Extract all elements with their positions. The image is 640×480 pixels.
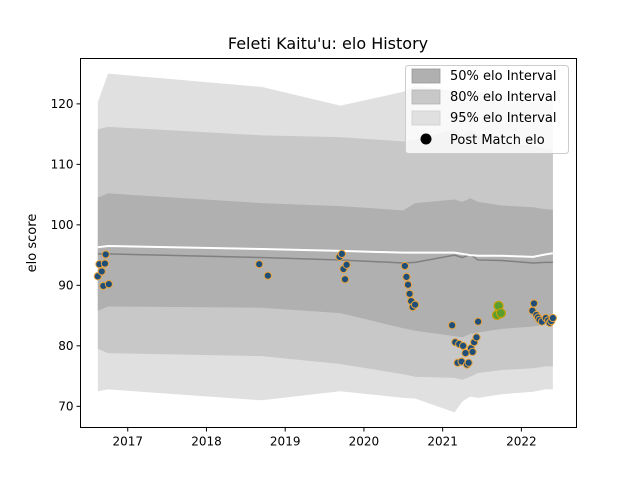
- legend-label-50: 50% elo Interval: [450, 69, 557, 84]
- legend-frame: [405, 65, 569, 154]
- post-match-point: [340, 275, 350, 284]
- y-tick-label: 110: [51, 157, 74, 171]
- post-match-point: [97, 267, 106, 276]
- y-axis: 70 80 90 100 110 120: [51, 97, 81, 413]
- post-match-point: [104, 280, 113, 289]
- post-match-point: [263, 271, 272, 280]
- elo-lines: [97, 245, 554, 264]
- chart-title: Feleti Kaitu'u: elo History: [228, 34, 428, 53]
- post-match-points: [93, 249, 557, 369]
- post-match-point: [100, 259, 110, 268]
- post-match-point: [448, 321, 457, 330]
- post-match-point: [529, 299, 539, 308]
- post-match-point: [402, 272, 411, 281]
- post-match-point: [473, 317, 483, 326]
- y-tick-label: 100: [51, 218, 74, 232]
- x-axis: 2017 2018 2019 2020 2021 2022: [112, 427, 537, 449]
- legend-label-95: 95% elo Interval: [450, 111, 557, 126]
- band-50: [97, 193, 553, 338]
- legend-label-80: 80% elo Interval: [450, 90, 557, 105]
- legend-marker-post-match: [420, 133, 432, 145]
- post-match-point: [411, 300, 420, 309]
- legend-swatch-50: [411, 68, 441, 84]
- x-tick-label: 2018: [191, 435, 222, 449]
- y-tick-label: 80: [58, 339, 73, 353]
- y-tick-label: 120: [51, 97, 74, 111]
- interval-bands: [97, 73, 553, 413]
- post-match-point: [342, 260, 351, 269]
- post-match-point: [468, 347, 477, 356]
- post-match-point: [101, 250, 110, 259]
- current-elo-line: [97, 245, 554, 258]
- legend-swatch-80: [411, 89, 441, 105]
- post-match-point: [403, 280, 413, 289]
- post-match-point: [400, 261, 409, 271]
- post-match-point: [464, 358, 473, 367]
- post-match-point: [255, 260, 264, 269]
- x-tick-label: 2021: [427, 435, 458, 449]
- y-tick-label: 70: [58, 399, 73, 413]
- y-tick-label: 90: [58, 278, 73, 292]
- post-match-point: [337, 249, 346, 258]
- legend-swatch-95: [411, 110, 441, 126]
- post-match-point: [548, 313, 557, 323]
- x-tick-label: 2020: [349, 435, 380, 449]
- mean-elo-line: [97, 253, 553, 264]
- plot-frame: [80, 58, 577, 428]
- y-axis-label: elo score: [25, 214, 40, 273]
- x-tick-label: 2017: [112, 435, 143, 449]
- x-tick-label: 2022: [506, 435, 537, 449]
- x-tick-label: 2019: [270, 435, 301, 449]
- post-match-point: [495, 308, 507, 319]
- post-match-point: [472, 333, 481, 342]
- post-match-point: [405, 289, 414, 298]
- post-match-point: [459, 341, 468, 350]
- legend: 50% elo Interval 80% elo Interval 95% el…: [405, 65, 569, 154]
- plot-area: [93, 73, 557, 413]
- legend-label-post-match: Post Match elo: [450, 133, 545, 148]
